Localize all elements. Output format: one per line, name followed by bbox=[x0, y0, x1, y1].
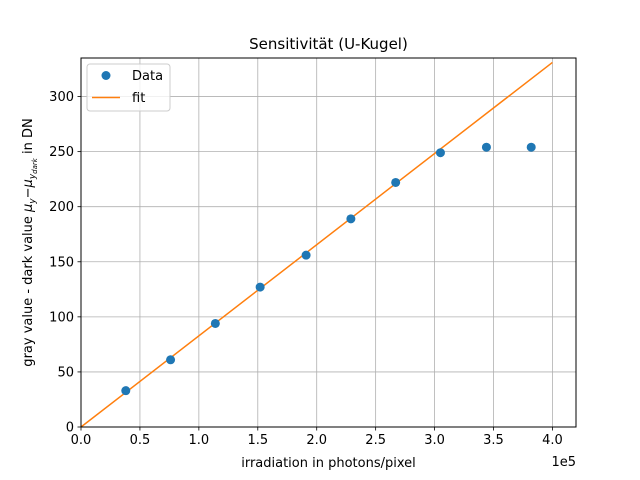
y-axis-label-suffix: in DN bbox=[21, 118, 36, 158]
chart-title: Sensitivität (U-Kugel) bbox=[249, 35, 408, 53]
y-axis-label-prefix: gray value - dark value bbox=[21, 212, 36, 367]
legend-marker-data bbox=[101, 71, 111, 80]
data-point bbox=[481, 142, 491, 152]
data-point bbox=[210, 318, 220, 328]
y-axis-label-mu2: μ bbox=[21, 179, 36, 188]
x-tick-label: 2.0 bbox=[306, 433, 327, 448]
y-axis-label-sub-ydark: y bbox=[28, 173, 38, 180]
fit-line bbox=[80, 61, 553, 428]
legend-label-fit: fit bbox=[132, 91, 145, 106]
data-point bbox=[435, 148, 445, 158]
data-point bbox=[121, 386, 131, 396]
y-tick-label: 0 bbox=[66, 421, 74, 436]
x-tick-label: 1.5 bbox=[247, 433, 268, 448]
y-tick-label: 100 bbox=[49, 310, 74, 325]
legend-label-data: Data bbox=[132, 69, 163, 84]
data-point bbox=[346, 214, 356, 224]
x-tick-label: 3.5 bbox=[483, 433, 504, 448]
x-tick-label: 0.5 bbox=[130, 433, 151, 448]
x-axis-label: irradiation in photons/pixel bbox=[241, 456, 416, 471]
data-point bbox=[391, 177, 401, 187]
plot-area-frame bbox=[80, 57, 577, 428]
x-tick-label: 0.0 bbox=[71, 433, 92, 448]
axis-ticks: 0.0 0.5 1.0 1.5 2.0 2.5 3.0 3.5 4.0 0 50 100 150 200 2… bbox=[49, 90, 563, 448]
y-axis-label-mu1: μ bbox=[21, 204, 36, 213]
y-tick-label: 50 bbox=[57, 365, 74, 380]
y-axis-label-minus: − bbox=[21, 187, 36, 198]
x-tick-label: 3.0 bbox=[424, 433, 445, 448]
x-tick-label: 4.0 bbox=[542, 433, 563, 448]
data-point bbox=[255, 282, 265, 292]
data-point bbox=[301, 250, 311, 260]
data-point bbox=[526, 142, 536, 152]
x-tick-label: 1.0 bbox=[189, 433, 210, 448]
x-tick-label: 2.5 bbox=[365, 433, 386, 448]
y-tick-label: 200 bbox=[49, 200, 74, 215]
y-tick-label: 250 bbox=[49, 145, 74, 160]
y-axis-label: gray value - dark value μy−μydark in DN bbox=[21, 118, 39, 366]
y-axis-label-sub-y: y bbox=[28, 198, 38, 205]
y-tick-label: 300 bbox=[49, 90, 74, 105]
x-axis-offset-label: 1e5 bbox=[551, 455, 576, 470]
y-axis-label-sub-dark: dark bbox=[31, 157, 39, 174]
fit-line-group bbox=[80, 61, 553, 428]
data-point bbox=[166, 355, 176, 365]
legend: Data fit bbox=[86, 63, 171, 112]
data-points-group bbox=[121, 142, 536, 396]
y-tick-label: 150 bbox=[49, 255, 74, 270]
